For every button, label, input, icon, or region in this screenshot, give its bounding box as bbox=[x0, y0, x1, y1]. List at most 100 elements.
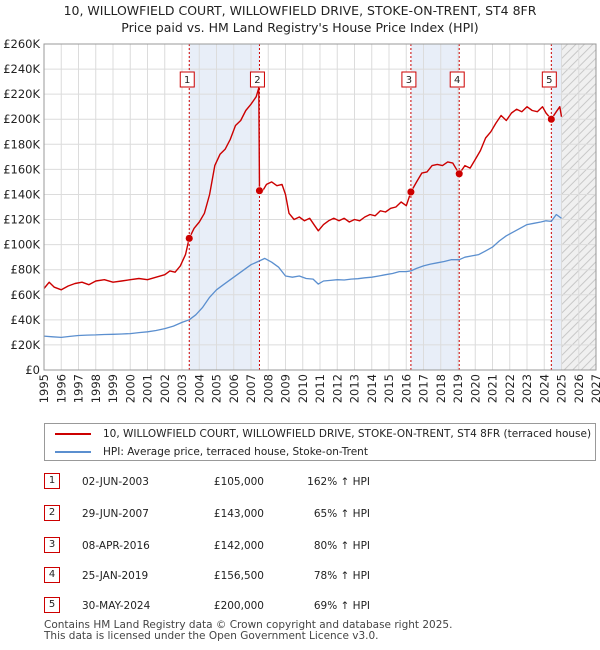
y-tick-label: £100K bbox=[3, 238, 40, 252]
chart-title: 10, WILLOWFIELD COURT, WILLOWFIELD DRIVE… bbox=[0, 2, 600, 36]
x-tick-label: 2019 bbox=[451, 374, 465, 403]
sale-number-box bbox=[401, 71, 417, 88]
plot-border bbox=[43, 43, 597, 371]
sale-point bbox=[455, 169, 464, 178]
x-tick-label: 2022 bbox=[503, 374, 517, 403]
x-tick-label: 2020 bbox=[468, 374, 482, 403]
x-tick-label: 2012 bbox=[330, 374, 344, 403]
footer-attribution: Contains HM Land Registry data © Crown c… bbox=[44, 620, 452, 642]
sale-hpi-change: 162% ↑ HPI bbox=[307, 476, 370, 488]
x-tick-label: 2023 bbox=[520, 374, 534, 403]
y-tick-label: £120K bbox=[3, 213, 40, 227]
x-tick-label: 2015 bbox=[382, 374, 396, 403]
x-tick-label: 2005 bbox=[210, 374, 224, 403]
x-tick-label: 1997 bbox=[72, 374, 86, 403]
x-tick-label: 2000 bbox=[123, 374, 137, 403]
title-line-1: 10, WILLOWFIELD COURT, WILLOWFIELD DRIVE… bbox=[63, 3, 537, 18]
legend-property-label: 10, WILLOWFIELD COURT, WILLOWFIELD DRIVE… bbox=[103, 428, 592, 440]
price-chart: £0 £20K £40K £60K £80K £100K £120K £140K £160K £1… bbox=[3, 37, 600, 403]
y-tick-label: £20K bbox=[11, 338, 41, 352]
x-tick-label: 2017 bbox=[417, 374, 431, 403]
x-tick-label: 2006 bbox=[227, 374, 241, 403]
sale-point bbox=[185, 234, 194, 243]
sale-number-badge: 4 bbox=[44, 567, 60, 583]
x-tick-label: 2018 bbox=[434, 374, 448, 403]
x-tick-label: 1998 bbox=[89, 374, 103, 403]
sale-hpi-change: 65% ↑ HPI bbox=[313, 508, 370, 520]
footer-line-2: This data is licensed under the Open Gov… bbox=[44, 630, 379, 642]
sale-period-band bbox=[551, 44, 562, 370]
x-tick-label: 2007 bbox=[244, 374, 258, 403]
y-tick-label: £240K bbox=[3, 62, 40, 76]
sale-price: £143,000 bbox=[213, 508, 264, 520]
sale-price: £142,000 bbox=[213, 540, 264, 552]
y-tick-label: £80K bbox=[11, 263, 41, 277]
sale-point bbox=[406, 187, 415, 197]
legend-hpi-label: HPI: Average price, terraced house, Stok… bbox=[103, 446, 368, 458]
x-tick-label: 2011 bbox=[313, 374, 327, 403]
footer-line-1: Contains HM Land Registry data © Crown c… bbox=[44, 619, 453, 631]
legend-hpi-swatch bbox=[55, 451, 91, 453]
sale-point bbox=[255, 186, 264, 195]
x-tick-label: 2025 bbox=[555, 374, 569, 403]
x-tick-label: 2027 bbox=[589, 374, 600, 403]
x-tick-label: 2002 bbox=[158, 374, 172, 403]
x-tick-label: 2013 bbox=[348, 374, 362, 403]
x-tick-label: 2026 bbox=[572, 374, 586, 403]
x-tick-label: 1999 bbox=[106, 374, 120, 403]
sale-date: 25-JAN-2019 bbox=[82, 570, 149, 582]
sale-number-label: 2 bbox=[254, 75, 260, 86]
sale-price: £105,000 bbox=[213, 476, 264, 488]
sale-date: 02-JUN-2003 bbox=[82, 476, 149, 488]
sale-date: 29-JUN-2007 bbox=[82, 508, 149, 520]
y-tick-label: £60K bbox=[11, 288, 41, 302]
y-tick-label: £0 bbox=[25, 363, 40, 377]
x-tick-label: 2010 bbox=[296, 374, 310, 403]
hpi-line bbox=[43, 213, 562, 339]
x-tick-label: 2001 bbox=[141, 374, 155, 403]
sale-number-badge: 1 bbox=[44, 473, 60, 489]
sale-number-label: 1 bbox=[184, 75, 190, 86]
sale-number-box bbox=[249, 71, 265, 88]
sale-number-label: 5 bbox=[546, 75, 552, 86]
y-tick-label: £200K bbox=[3, 112, 40, 126]
sale-number-box bbox=[449, 71, 465, 88]
sale-number-label: 4 bbox=[454, 75, 460, 86]
property-price-line bbox=[43, 87, 563, 291]
x-tick-label: 2009 bbox=[279, 374, 293, 403]
x-tick-label: 1995 bbox=[37, 374, 51, 403]
chart-legend: 10, WILLOWFIELD COURT, WILLOWFIELD DRIVE… bbox=[44, 423, 596, 461]
x-tick-label: 1996 bbox=[54, 374, 68, 403]
x-tick-label: 2003 bbox=[175, 374, 189, 403]
sale-period-band bbox=[189, 44, 260, 370]
sale-period-band bbox=[410, 44, 460, 370]
x-tick-label: 2021 bbox=[486, 374, 500, 403]
sale-hpi-change: 78% ↑ HPI bbox=[313, 570, 370, 582]
sale-point bbox=[547, 115, 556, 124]
x-tick-label: 2014 bbox=[365, 374, 379, 403]
y-tick-label: £180K bbox=[3, 137, 40, 151]
y-tick-label: £140K bbox=[3, 187, 40, 201]
legend-property-swatch bbox=[55, 433, 91, 435]
y-tick-label: £40K bbox=[11, 313, 41, 327]
sale-number-badge: 5 bbox=[44, 597, 60, 613]
sale-hpi-change: 80% ↑ HPI bbox=[313, 540, 370, 552]
x-tick-label: 2004 bbox=[192, 374, 206, 403]
y-tick-label: £260K bbox=[3, 37, 40, 51]
y-tick-label: £160K bbox=[3, 162, 40, 176]
sale-number-label: 3 bbox=[406, 75, 412, 86]
sale-number-badge: 2 bbox=[44, 505, 60, 521]
sale-number-box bbox=[541, 71, 557, 88]
x-tick-label: 2016 bbox=[399, 374, 413, 403]
sale-number-badge: 3 bbox=[44, 537, 60, 553]
sale-date: 08-APR-2016 bbox=[82, 540, 150, 552]
sale-number-box bbox=[179, 71, 195, 88]
y-tick-label: £220K bbox=[3, 87, 40, 101]
x-tick-label: 2024 bbox=[537, 374, 551, 403]
x-tick-label: 2008 bbox=[261, 374, 275, 403]
title-line-2: Price paid vs. HM Land Registry's House … bbox=[121, 20, 479, 35]
sale-price: £156,500 bbox=[213, 570, 264, 582]
sale-price: £200,000 bbox=[213, 600, 264, 612]
sale-hpi-change: 69% ↑ HPI bbox=[313, 600, 370, 612]
sale-date: 30-MAY-2024 bbox=[82, 600, 151, 612]
